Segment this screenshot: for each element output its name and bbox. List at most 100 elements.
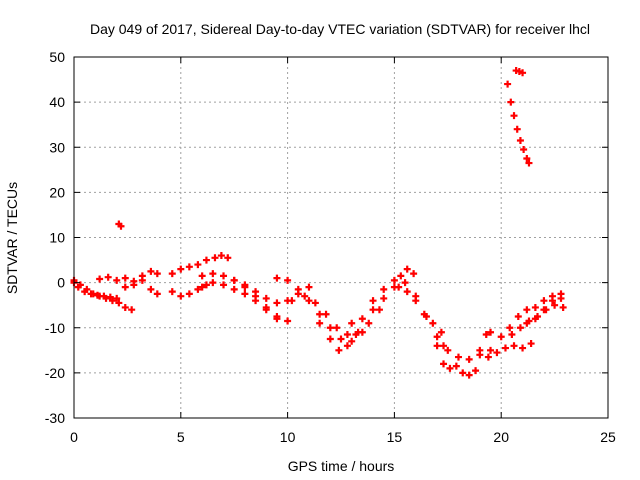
data-point [209, 279, 217, 287]
data-point [185, 263, 193, 271]
x-tick-label: 20 [493, 429, 509, 445]
data-point [446, 364, 454, 372]
data-point [153, 270, 161, 278]
data-point [403, 288, 411, 296]
data-point [412, 297, 420, 305]
data-point [454, 353, 462, 361]
series-sat-l [288, 292, 383, 339]
data-point [343, 342, 351, 350]
data-point [459, 369, 467, 377]
data-point [514, 312, 522, 320]
series-sat-o [369, 276, 448, 350]
y-tick-label: 20 [49, 184, 65, 200]
data-point [516, 324, 524, 332]
data-point [217, 252, 225, 260]
data-point [113, 276, 121, 284]
data-point [352, 331, 360, 339]
data-point [527, 340, 535, 348]
data-points [70, 67, 567, 379]
y-tick-label: 10 [49, 230, 65, 246]
x-tick-label: 15 [387, 429, 403, 445]
data-point [348, 337, 356, 345]
data-point [519, 344, 527, 352]
data-point [557, 290, 565, 298]
data-point [262, 294, 270, 302]
data-point [130, 281, 138, 289]
data-point [510, 112, 518, 120]
series-sat-r [440, 360, 480, 379]
data-point [326, 324, 334, 332]
data-point [153, 290, 161, 298]
data-point [497, 333, 505, 341]
series-sat-g [168, 281, 210, 300]
data-point [433, 333, 441, 341]
series-sat-d [121, 276, 161, 298]
y-tick-label: 40 [49, 94, 65, 110]
data-point [390, 276, 398, 284]
data-point [252, 288, 260, 296]
data-point [168, 288, 176, 296]
data-point [115, 299, 123, 307]
data-point [375, 306, 383, 314]
data-point [525, 159, 533, 167]
data-point [209, 270, 217, 278]
data-point [74, 283, 82, 291]
data-point [380, 294, 388, 302]
data-point [316, 319, 324, 327]
data-point [504, 80, 512, 88]
data-point [177, 292, 185, 300]
data-point [440, 360, 448, 368]
series-sat-u [497, 292, 565, 341]
series-sat-m [316, 319, 360, 354]
data-point [106, 293, 114, 301]
series-sat-t [482, 328, 495, 339]
data-point [476, 346, 484, 354]
data-point [241, 281, 249, 289]
data-point [113, 294, 121, 302]
data-point [305, 283, 313, 291]
x-axis-title: GPS time / hours [288, 458, 395, 474]
data-point [507, 98, 515, 106]
data-point [128, 306, 136, 314]
data-point [117, 222, 125, 230]
data-point [369, 297, 377, 305]
y-tick-label: 30 [49, 139, 65, 155]
data-point [440, 342, 448, 350]
data-point [194, 285, 202, 293]
data-point [87, 290, 95, 298]
data-point [185, 290, 193, 298]
data-point [121, 303, 129, 311]
data-point [501, 344, 509, 352]
data-point [482, 331, 490, 339]
data-point [104, 273, 112, 281]
data-point [380, 285, 388, 293]
data-point [241, 290, 249, 298]
data-point [273, 299, 281, 307]
data-point [437, 328, 445, 336]
series-sat-w [523, 290, 565, 327]
data-point [301, 292, 309, 300]
x-tick-label: 0 [70, 429, 78, 445]
data-point [177, 265, 185, 273]
series-sat-s [476, 340, 535, 361]
data-point [273, 274, 281, 282]
data-point [452, 362, 460, 370]
series-sat-k [273, 274, 366, 345]
data-point [96, 275, 104, 283]
data-point [348, 319, 356, 327]
data-point [433, 342, 441, 350]
series-sat-f [168, 252, 232, 278]
data-point [305, 297, 313, 305]
axis-ticks: 0 5 10 15 20 25 -30 -20 -10 0 10 20 30 40 50 [45, 49, 616, 445]
data-point [516, 136, 524, 144]
data-point [465, 355, 473, 363]
data-point [294, 285, 302, 293]
data-point [520, 146, 528, 154]
data-point [147, 285, 155, 293]
data-point [508, 331, 516, 339]
data-point [220, 272, 228, 280]
data-point [343, 331, 351, 339]
data-point [358, 315, 366, 323]
data-point [513, 125, 521, 133]
